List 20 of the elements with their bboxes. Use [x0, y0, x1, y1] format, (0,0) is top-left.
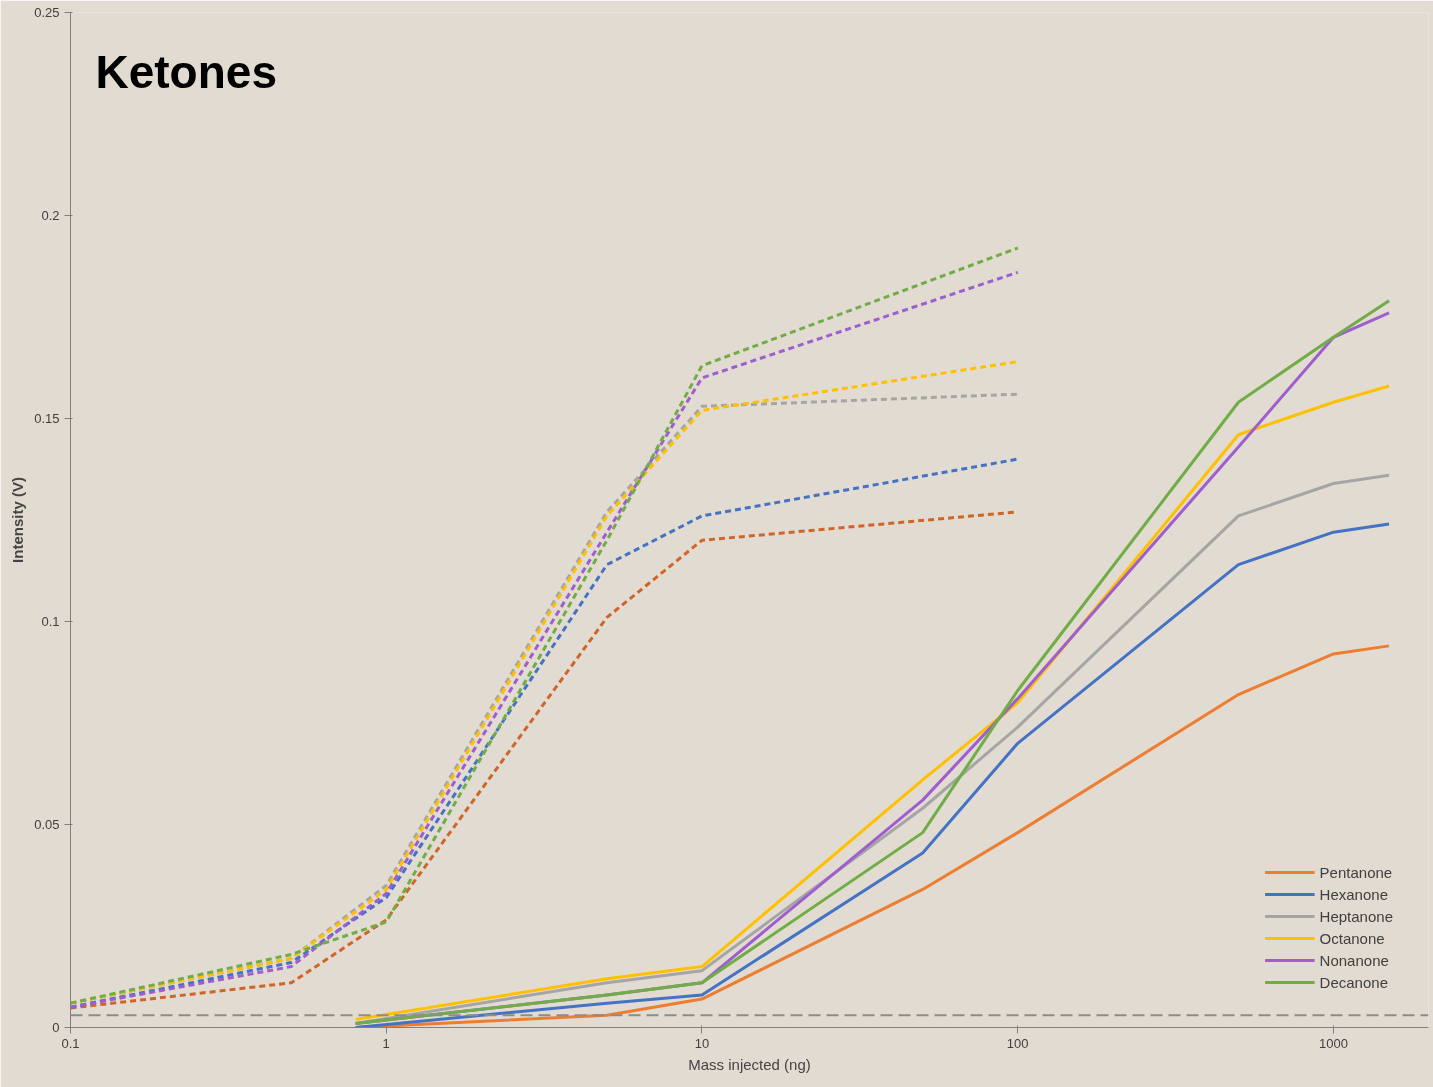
y-tick-label: 0.2 — [41, 208, 60, 223]
legend-label: Hexanone — [1319, 885, 1388, 903]
text: Ketones — [95, 45, 277, 98]
legend-label: Octanone — [1319, 929, 1385, 947]
y-axis-title: Intensity (V) — [9, 477, 27, 563]
legend-label: Decanone — [1319, 973, 1388, 991]
legend-label: Heptanone — [1319, 907, 1393, 925]
y-tick-label: 0.15 — [34, 411, 60, 426]
y-tick-label: 0.05 — [34, 817, 60, 832]
x-tick-label: 100 — [1006, 1035, 1029, 1051]
x-tick-label: 1000 — [1318, 1035, 1348, 1051]
legend-label: Pentanone — [1319, 863, 1393, 881]
y-tick-label: 0.25 — [34, 5, 60, 20]
y-tick-label: 0.1 — [41, 614, 60, 629]
x-tick-label: 10 — [694, 1035, 710, 1051]
x-tick-label: 0.1 — [61, 1035, 80, 1051]
x-tick-label: 1 — [382, 1035, 390, 1051]
x-axis-title: Mass injected (ng) — [688, 1055, 811, 1073]
legend-label: Nonanone — [1319, 951, 1389, 969]
y-tick-label: 0 — [52, 1020, 60, 1035]
